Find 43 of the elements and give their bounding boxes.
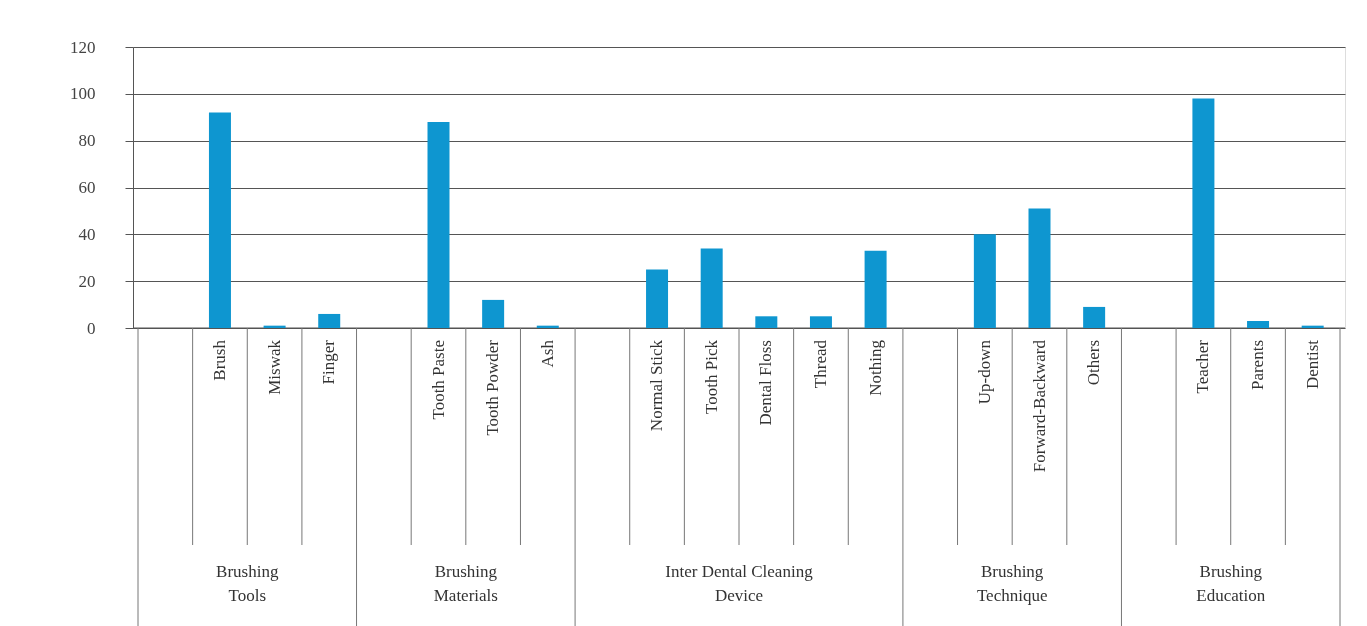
bar [482, 299, 505, 328]
x-tick-label: Brush [209, 339, 229, 381]
x-tick-label: Tooth Pick [701, 339, 721, 414]
x-tick-label: Ash [537, 339, 557, 368]
bar [1192, 98, 1215, 328]
x-tick-label: Teacher [1193, 339, 1213, 394]
x-tick-label: Parents [1248, 340, 1268, 391]
x-tick-label: Thread [810, 339, 830, 389]
y-tick-label: 80 [78, 131, 96, 151]
bar [1028, 208, 1051, 328]
x-tick-label: Finger [319, 339, 339, 385]
x-tick-label: Others [1084, 340, 1104, 386]
x-tick-label: Tooth Powder [483, 339, 503, 436]
bar [864, 250, 887, 328]
x-tick-label: Forward-Backward [1029, 339, 1049, 473]
text: Inter Dental Cleaning Device [665, 562, 814, 605]
bar [809, 316, 832, 328]
bar [1247, 320, 1270, 328]
bar [1083, 306, 1106, 328]
y-tick-label: 100 [70, 84, 96, 104]
y-tick-label: 0 [87, 318, 96, 338]
x-tick-label: Nothing [865, 339, 885, 396]
x-tick-label: Dental Floss [756, 340, 776, 426]
bar [208, 112, 231, 328]
bar [427, 121, 450, 328]
bar [318, 313, 341, 328]
bar [973, 234, 996, 328]
y-tick-label: 40 [78, 224, 96, 244]
x-tick-label: Tooth Paste [428, 340, 448, 420]
bar [646, 269, 669, 328]
bar [755, 316, 778, 328]
x-tick-label: Up-down [974, 339, 994, 405]
x-tick-label: Normal Stick [647, 339, 667, 432]
text: Brushing Technique [976, 562, 1048, 605]
text: Brushing Education [1196, 562, 1266, 605]
y-tick-label: 120 [70, 37, 96, 57]
x-tick-label: Miswak [264, 339, 284, 395]
y-tick-label: 60 [78, 178, 96, 197]
y-tick-label: 20 [78, 271, 96, 291]
text: Brushing Materials [433, 562, 498, 605]
x-tick-label: Dentist [1302, 339, 1322, 390]
text: Brushing Tools [216, 562, 279, 605]
bar [700, 248, 723, 328]
